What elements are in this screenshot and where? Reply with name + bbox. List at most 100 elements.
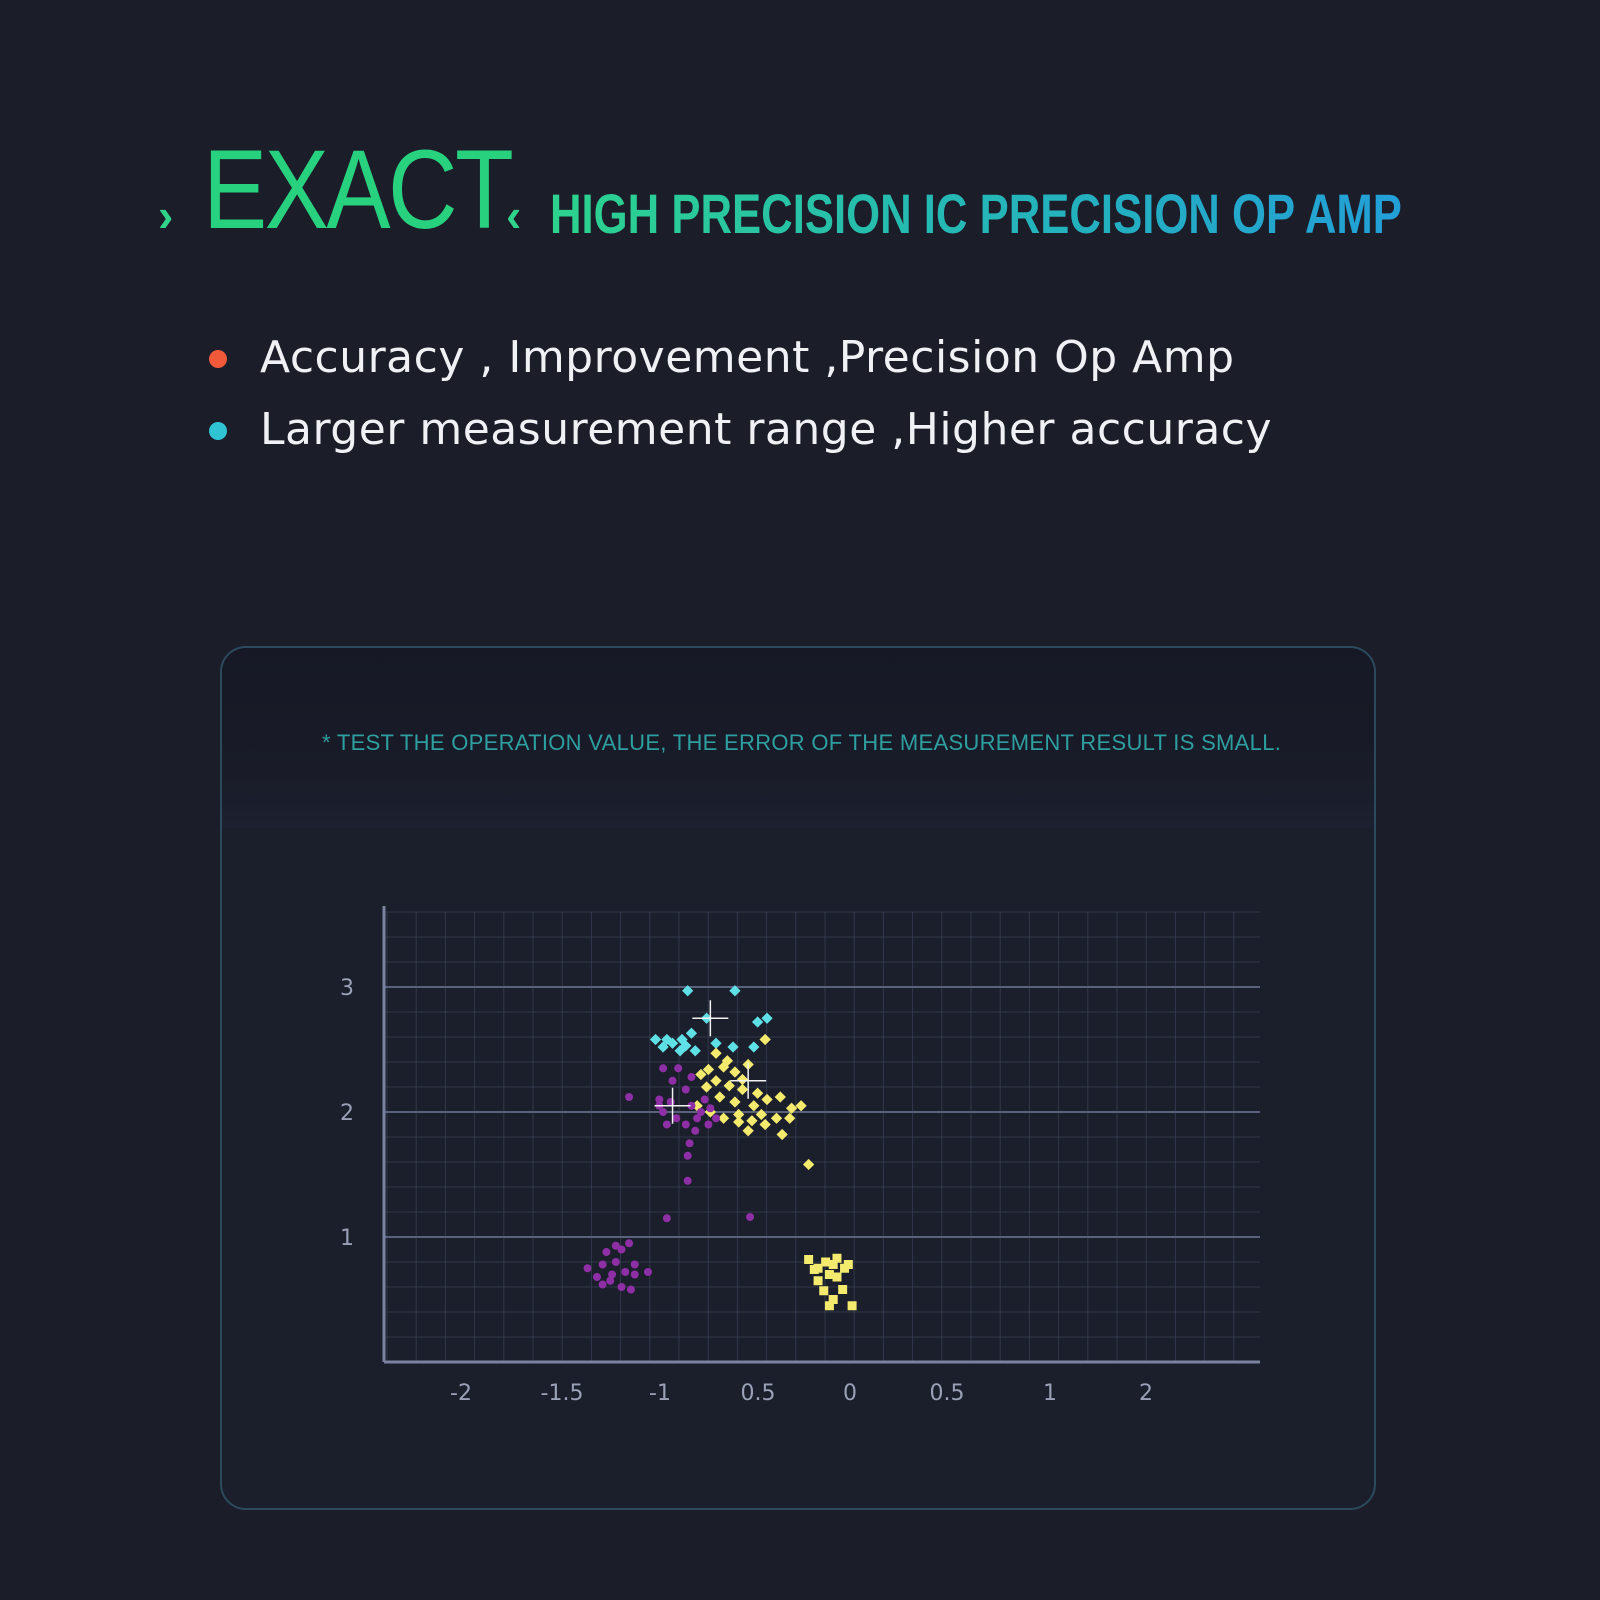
headline: › EXACT ‹ HIGH PRECISION IC PRECISION OP… (158, 130, 1578, 260)
data-point (592, 1273, 601, 1281)
data-point (695, 1068, 707, 1081)
chart-card: * TEST THE OPERATION VALUE, THE ERROR OF… (220, 646, 1376, 1510)
data-point (700, 1095, 709, 1104)
data-point (712, 1114, 721, 1123)
data-point (700, 1081, 713, 1093)
data-point (729, 1096, 741, 1108)
brand-title: EXACT (203, 127, 514, 252)
feature-text: Accuracy , Improvement ,Precision Op Amp (260, 332, 1235, 383)
data-point (630, 1260, 639, 1269)
data-point (759, 1118, 771, 1131)
data-point (662, 1214, 671, 1223)
x-tick-label: 2 (1139, 1381, 1153, 1406)
data-point (710, 1047, 722, 1059)
x-tick-label: -1.5 (541, 1381, 584, 1406)
data-point (672, 1114, 681, 1123)
data-point (583, 1264, 592, 1273)
data-point (630, 1270, 639, 1279)
feature-text: Larger measurement range ,Higher accurac… (260, 404, 1273, 455)
data-point (606, 1276, 615, 1285)
data-point (710, 1037, 722, 1049)
data-point (761, 1093, 773, 1106)
data-point (819, 1286, 829, 1296)
data-point (668, 1076, 677, 1085)
data-point (685, 1027, 698, 1039)
data-point (761, 1012, 773, 1024)
data-point (751, 1016, 764, 1028)
data-point (723, 1080, 735, 1092)
bullet-dot-icon (209, 422, 227, 440)
data-point (847, 1301, 857, 1311)
data-point (733, 1116, 745, 1128)
data-point (608, 1270, 617, 1279)
data-point (736, 1083, 749, 1096)
data-point (748, 1041, 760, 1053)
data-point (804, 1255, 814, 1264)
x-tick-label: -2 (450, 1381, 472, 1406)
x-tick-label: -1 (649, 1381, 671, 1406)
data-point (696, 1108, 705, 1116)
data-point (685, 1139, 694, 1148)
data-point (714, 1091, 726, 1103)
scatter-chart: -2 -1.5 -1 0.5 0 0.5 1 2 1 2 3 (340, 906, 1260, 1406)
data-point (626, 1285, 635, 1294)
data-point (729, 1066, 741, 1078)
data-point (742, 1125, 754, 1137)
data-point (784, 1112, 796, 1124)
chart-note: * TEST THE OPERATION VALUE, THE ERROR OF… (322, 730, 1282, 755)
data-point (828, 1295, 838, 1304)
data-point (602, 1248, 611, 1256)
chevron-right-icon: › (158, 189, 174, 241)
data-point (821, 1257, 831, 1267)
chart-card-header (222, 648, 1374, 828)
data-point (687, 1101, 696, 1110)
data-point (704, 1120, 713, 1129)
data-point (621, 1268, 630, 1276)
data-point (598, 1260, 607, 1269)
y-tick-label: 1 (340, 1226, 354, 1251)
data-point (727, 1041, 739, 1053)
data-point (666, 1037, 679, 1049)
data-point (736, 1073, 749, 1086)
x-tick-label: 1 (1043, 1381, 1057, 1406)
data-point (625, 1093, 634, 1101)
data-point (682, 985, 694, 997)
data-point (774, 1091, 786, 1103)
data-point (687, 1073, 696, 1081)
x-tick-label: 0.5 (930, 1381, 965, 1406)
data-point (611, 1241, 620, 1250)
data-point (659, 1064, 668, 1073)
chevron-left-icon: ‹ (506, 189, 522, 241)
data-point (717, 1112, 730, 1124)
data-point (824, 1270, 834, 1279)
data-point (795, 1100, 807, 1112)
y-tick-label: 3 (340, 976, 354, 1001)
data-point (710, 1075, 722, 1087)
data-point (681, 1120, 690, 1129)
data-point (611, 1258, 620, 1266)
data-point (625, 1239, 634, 1248)
data-point (733, 1108, 745, 1121)
data-point (666, 1098, 675, 1106)
x-tick-label: 0.5 (741, 1381, 776, 1406)
data-point (824, 1301, 834, 1311)
data-point (693, 1114, 702, 1123)
data-point (755, 1108, 768, 1121)
data-point (828, 1260, 838, 1269)
data-point (746, 1115, 758, 1127)
data-point (691, 1126, 700, 1135)
data-point (809, 1265, 819, 1274)
data-point (717, 1061, 730, 1073)
data-point (681, 1085, 690, 1094)
data-point (655, 1095, 664, 1104)
data-point (662, 1120, 671, 1129)
data-point (680, 1040, 692, 1052)
data-point (649, 1033, 662, 1046)
data-point (785, 1102, 798, 1114)
product-subtitle: HIGH PRECISION IC PRECISION OP AMP (550, 182, 1402, 246)
bullet-dot-icon (209, 350, 227, 368)
data-point (751, 1087, 764, 1099)
data-point (813, 1276, 823, 1286)
data-point (643, 1268, 652, 1276)
data-point (617, 1245, 626, 1254)
